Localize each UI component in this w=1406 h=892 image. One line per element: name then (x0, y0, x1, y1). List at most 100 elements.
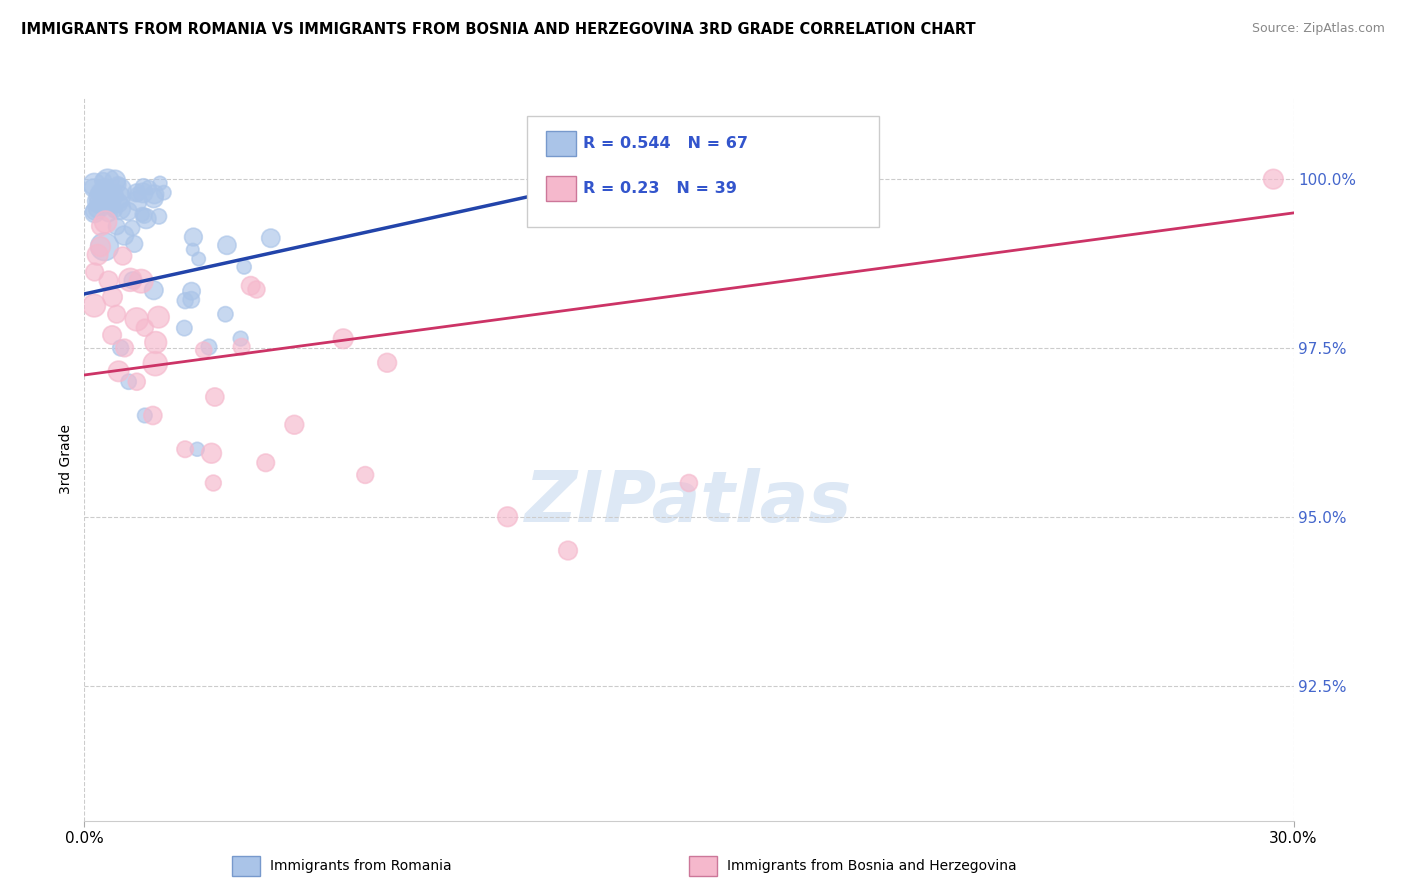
Point (214, 307, 236, 321)
Point (198, 340, 221, 354)
Point (260, 231, 283, 245)
Point (142, 409, 165, 423)
Point (215, 238, 238, 252)
Point (332, 332, 354, 346)
Point (124, 236, 146, 251)
Point (83, 204, 105, 219)
Point (118, 375, 141, 389)
Point (181, 243, 204, 257)
Point (138, 180, 160, 194)
Point (132, 179, 155, 194)
Point (283, 417, 305, 432)
Point (239, 278, 262, 293)
Point (193, 343, 215, 357)
Point (89, 186, 111, 200)
Point (557, 543, 579, 558)
Point (117, 204, 139, 219)
Point (120, 273, 142, 287)
Point (174, 293, 197, 308)
Point (245, 283, 267, 297)
Point (87, 202, 110, 216)
Point (125, 375, 148, 389)
Point (101, 188, 124, 202)
Point (101, 328, 124, 343)
Text: Immigrants from Bosnia and Herzegovina: Immigrants from Bosnia and Herzegovina (727, 859, 1017, 873)
Point (678, 475, 700, 490)
Point (83, 265, 105, 279)
Point (134, 320, 156, 334)
Point (200, 446, 222, 460)
Point (233, 260, 256, 274)
Point (142, 283, 165, 297)
Point (187, 252, 209, 266)
Text: Source: ZipAtlas.com: Source: ZipAtlas.com (1251, 22, 1385, 36)
Point (98, 189, 121, 203)
Point (93, 240, 115, 254)
Y-axis label: 3rd Grade: 3rd Grade (59, 425, 73, 494)
Point (107, 364, 129, 378)
Point (125, 312, 148, 326)
Point (112, 228, 135, 243)
Point (127, 187, 149, 202)
Point (107, 195, 129, 210)
Text: ZIPatlas: ZIPatlas (526, 468, 852, 537)
Point (104, 173, 127, 187)
Point (231, 340, 253, 354)
Point (134, 409, 156, 423)
Point (105, 219, 128, 234)
Point (87, 194, 110, 209)
Point (131, 208, 153, 222)
Point (108, 202, 131, 216)
Point (97, 206, 120, 220)
Text: R = 0.544   N = 67: R = 0.544 N = 67 (583, 136, 748, 151)
Point (91, 174, 114, 188)
Point (1263, 172, 1285, 186)
Text: Immigrants from Romania: Immigrants from Romania (270, 859, 451, 873)
Point (107, 178, 129, 192)
Point (598, 172, 620, 186)
Point (149, 176, 172, 190)
Point (86, 248, 108, 262)
Point (105, 307, 128, 321)
Point (108, 182, 131, 196)
Point (180, 293, 202, 307)
Point (97, 174, 120, 188)
Point (89, 195, 111, 210)
Point (94, 182, 117, 196)
Point (121, 221, 143, 235)
Point (174, 442, 197, 457)
Point (89, 240, 111, 254)
Point (110, 341, 132, 355)
Point (143, 357, 166, 371)
Point (90, 219, 112, 233)
Point (134, 209, 156, 223)
Point (101, 290, 124, 304)
Point (173, 321, 195, 335)
Point (180, 284, 202, 298)
Point (83, 206, 105, 220)
Point (129, 274, 152, 288)
Point (83, 299, 105, 313)
Point (103, 202, 125, 217)
Point (107, 190, 129, 204)
Point (135, 211, 157, 226)
Point (229, 332, 252, 346)
Point (114, 341, 136, 355)
Point (145, 335, 167, 350)
Point (148, 310, 170, 325)
Point (496, 509, 519, 524)
Point (97, 273, 120, 287)
Point (132, 186, 155, 200)
Point (375, 356, 398, 370)
Point (254, 456, 277, 470)
Point (121, 273, 143, 287)
Point (186, 442, 208, 457)
Point (97, 194, 120, 209)
Point (94, 215, 117, 229)
Point (83, 178, 105, 192)
Point (90, 190, 112, 204)
Point (127, 194, 149, 208)
Text: R = 0.23   N = 39: R = 0.23 N = 39 (583, 181, 737, 195)
Point (153, 186, 176, 200)
Point (204, 390, 226, 404)
